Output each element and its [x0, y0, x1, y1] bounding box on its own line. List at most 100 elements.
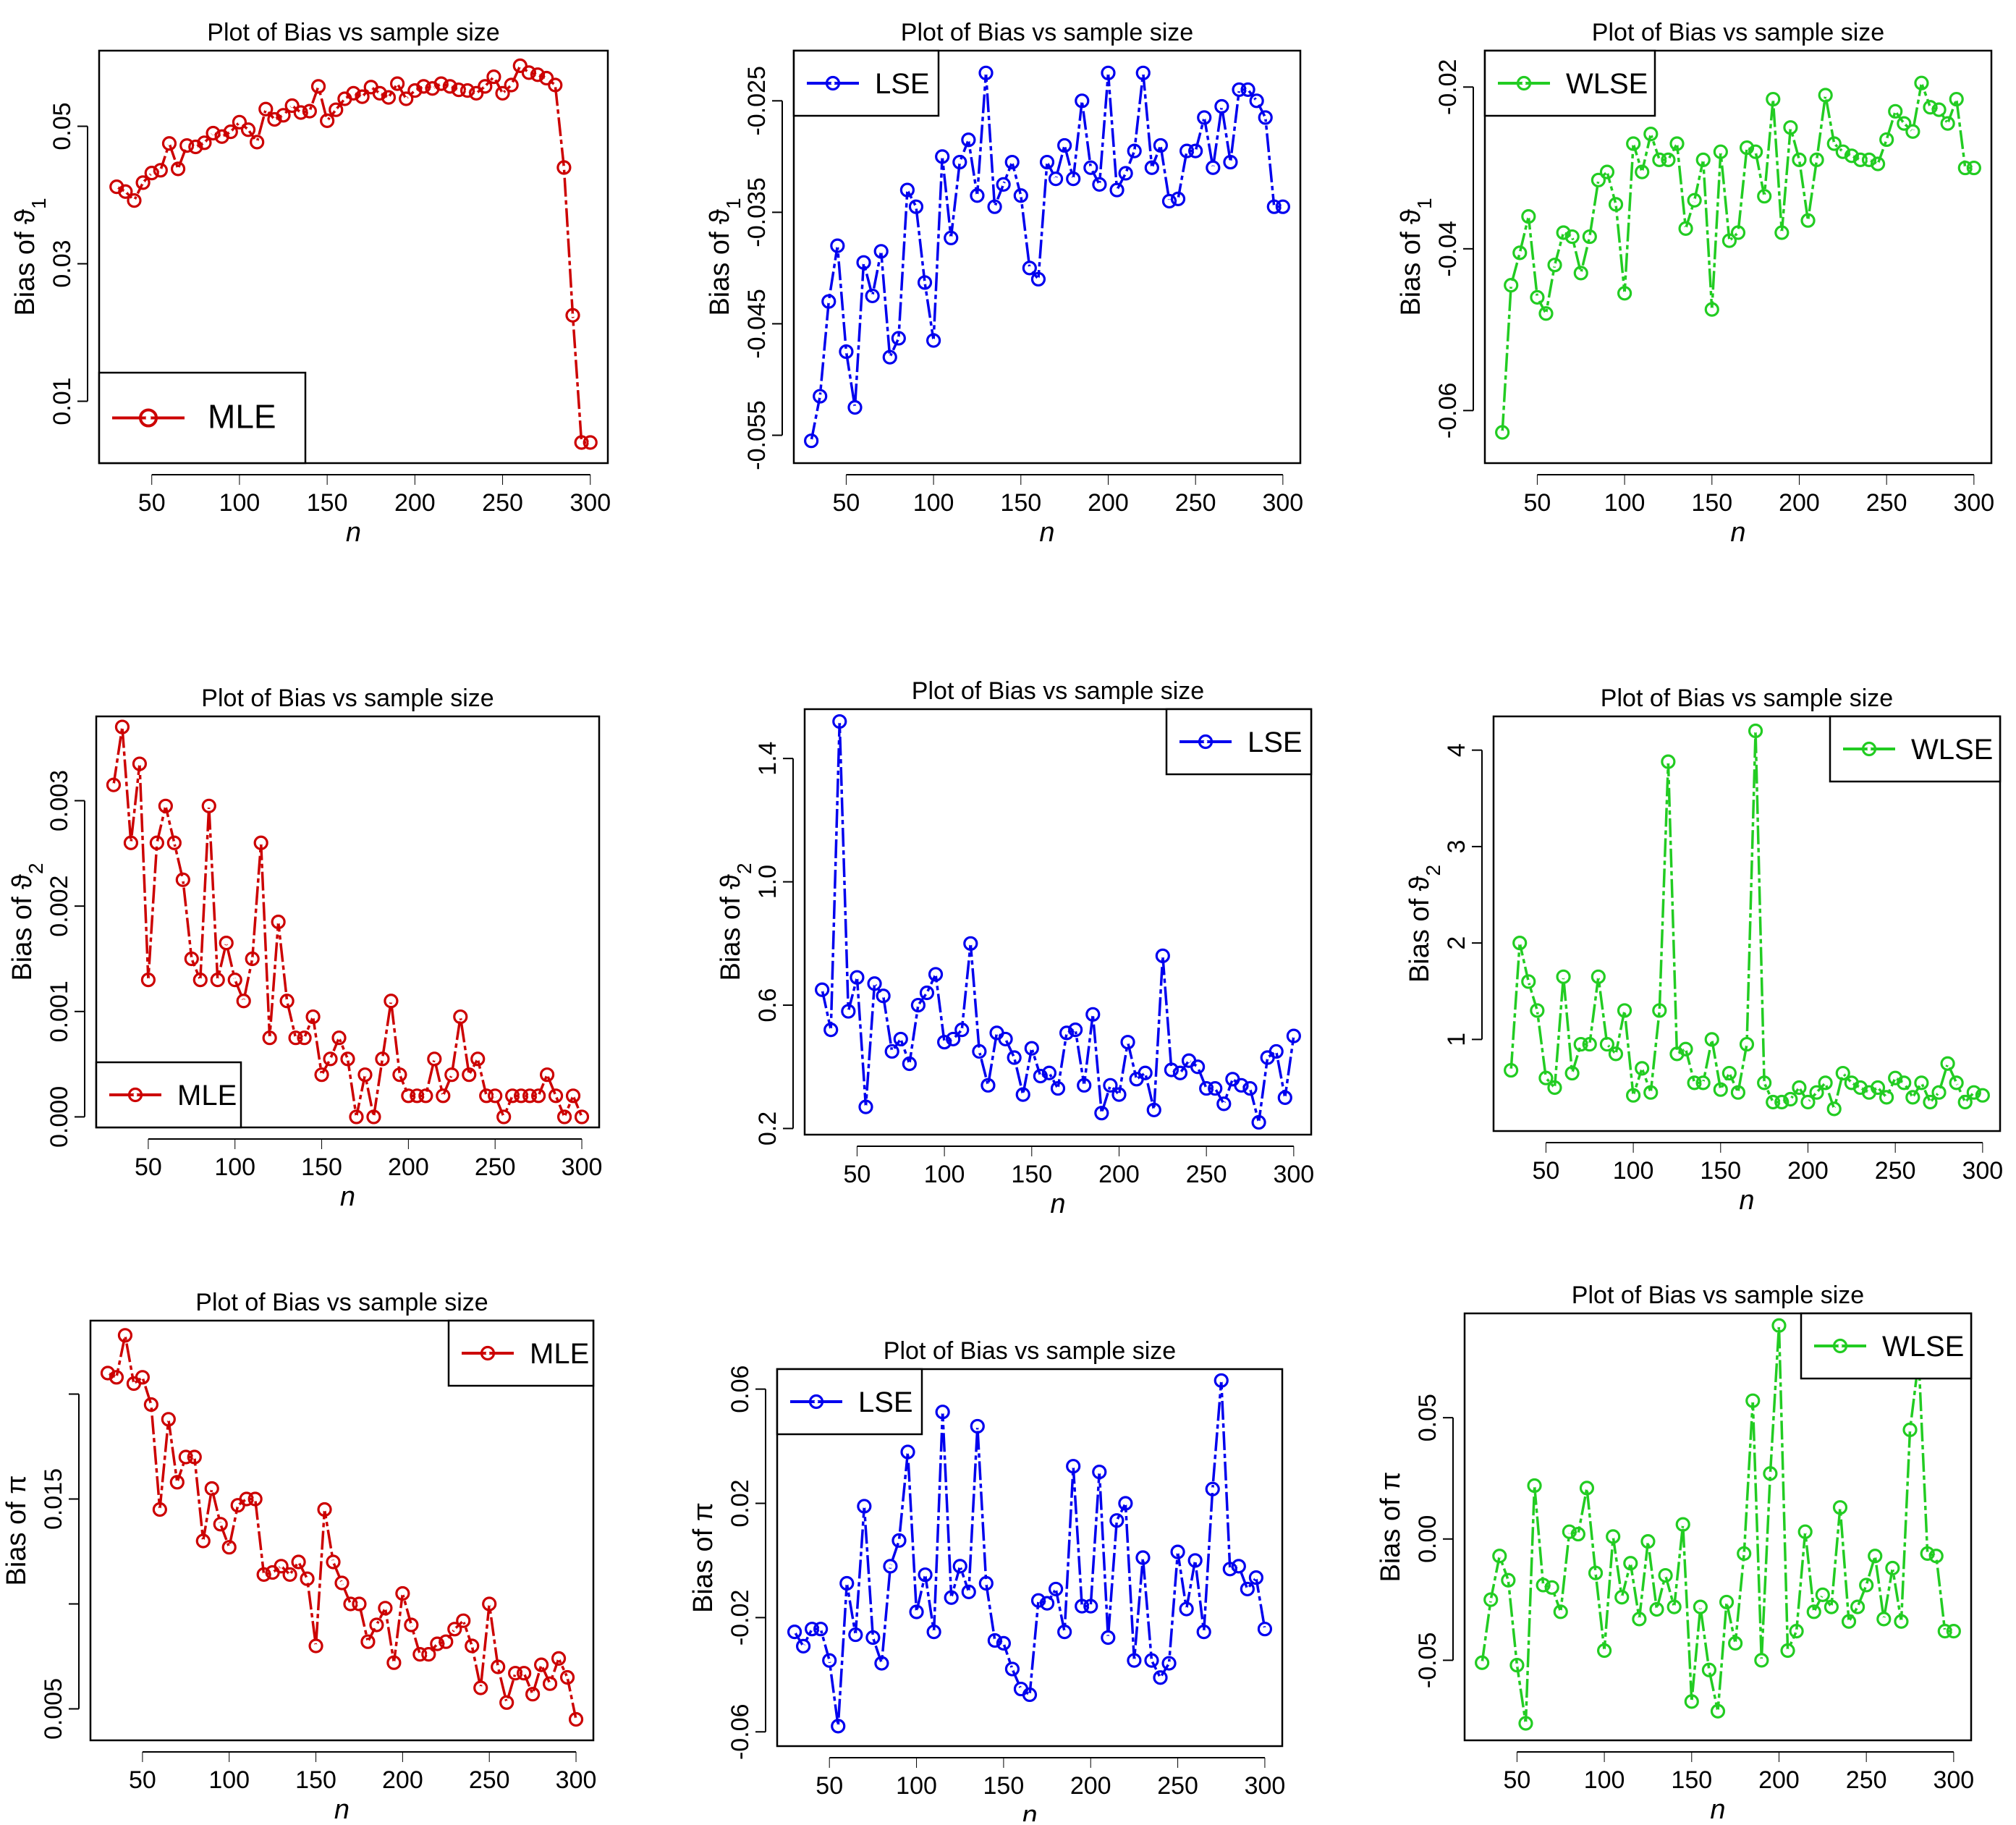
- chart-title: Plot of Bias vs sample size: [195, 1289, 488, 1316]
- x-tick-label: 300: [1245, 1772, 1286, 1800]
- data-point: [1876, 1612, 1892, 1627]
- data-point-center: [467, 1072, 471, 1077]
- plot-frame: [1492, 715, 2002, 1132]
- data-point: [1138, 1065, 1153, 1080]
- data-point: [433, 76, 449, 91]
- x-tick-label: 150: [983, 1772, 1025, 1800]
- data-point-center: [172, 841, 177, 845]
- data-point-center: [1759, 1658, 1763, 1662]
- data-point: [1501, 1572, 1516, 1588]
- data-point: [1022, 261, 1037, 276]
- series-line: [821, 720, 1295, 1124]
- data-point: [175, 872, 190, 887]
- data-point-center: [137, 762, 142, 766]
- data-point: [418, 1088, 433, 1104]
- data-point: [161, 136, 177, 151]
- data-point-center: [1054, 177, 1058, 181]
- data-point: [329, 102, 344, 117]
- data-point: [848, 1627, 863, 1643]
- data-point: [893, 1031, 908, 1047]
- data-point: [1623, 1556, 1638, 1571]
- data-point: [998, 1031, 1013, 1047]
- data-point: [1277, 1090, 1292, 1105]
- data-point: [479, 1088, 494, 1104]
- data-point: [1923, 1094, 1938, 1110]
- data-point-center: [1080, 98, 1084, 103]
- x-tick-label: 250: [1846, 1766, 1887, 1794]
- data-point: [1573, 1036, 1588, 1052]
- data-point: [1179, 143, 1195, 158]
- data-point-center: [986, 1083, 990, 1088]
- data-point: [1687, 1075, 1702, 1091]
- data-point-center: [308, 109, 312, 114]
- data-point-center: [1213, 1086, 1217, 1091]
- data-point: [865, 1630, 881, 1646]
- data-point-center: [1893, 109, 1897, 114]
- data-point-center: [1710, 308, 1714, 312]
- data-point-center: [1161, 954, 1165, 958]
- legend: WLSE: [1800, 1312, 1973, 1380]
- data-point-center: [185, 143, 189, 148]
- data-point: [1199, 1080, 1214, 1096]
- data-point-center: [365, 1640, 370, 1644]
- data-point-center: [1550, 1585, 1554, 1590]
- data-point-center: [818, 394, 822, 399]
- data-point-center: [527, 70, 531, 75]
- data-point: [401, 1088, 416, 1104]
- data-point-center: [1622, 1008, 1627, 1012]
- x-axis-label: n: [1039, 517, 1054, 548]
- data-point-center: [906, 1449, 910, 1454]
- data-point: [1030, 271, 1046, 287]
- legend: WLSE: [1483, 49, 1656, 117]
- data-point-center: [146, 978, 151, 982]
- legend-marker: [1861, 741, 1877, 757]
- data-point: [876, 988, 891, 1004]
- data-point: [288, 1030, 303, 1046]
- data-point: [937, 1035, 952, 1050]
- data-point: [465, 1638, 480, 1653]
- data-point-center: [1237, 88, 1242, 92]
- data-point: [804, 433, 819, 449]
- data-point: [1701, 1662, 1717, 1677]
- data-point-center: [423, 1093, 428, 1098]
- data-point: [926, 333, 941, 348]
- data-point-center: [1028, 1693, 1032, 1697]
- data-point: [1039, 154, 1055, 170]
- data-point-center: [1736, 230, 1740, 234]
- data-point-center: [1786, 1648, 1790, 1653]
- data-point-center: [1919, 81, 1923, 85]
- data-point-center: [993, 1638, 997, 1643]
- data-point-center: [1805, 1100, 1810, 1104]
- y-axis-label-symbol: ϑ: [1405, 876, 1435, 891]
- x-tick-label: 50: [138, 489, 166, 517]
- data-point: [232, 114, 247, 130]
- data-point: [1832, 1500, 1848, 1515]
- data-point-center: [418, 1652, 422, 1656]
- data-point: [1118, 166, 1133, 181]
- data-point: [439, 1634, 454, 1649]
- data-point-center: [1838, 1505, 1842, 1509]
- data-point: [1745, 1393, 1761, 1408]
- x-axis-label: n: [346, 517, 361, 548]
- data-point: [1083, 160, 1098, 175]
- data-point-center: [487, 1602, 491, 1606]
- data-point-center: [1038, 1074, 1043, 1078]
- data-point-center: [1167, 199, 1172, 203]
- data-point: [1661, 152, 1676, 167]
- data-point-center: [504, 1701, 509, 1705]
- data-point: [114, 719, 130, 734]
- data-point-center: [1562, 975, 1566, 979]
- data-point-center: [340, 1581, 344, 1585]
- data-point: [1678, 221, 1693, 236]
- data-point-center: [193, 145, 198, 149]
- data-point-center: [1064, 1030, 1069, 1035]
- data-point: [1632, 1612, 1647, 1627]
- data-point: [1710, 1703, 1726, 1719]
- data-point-center: [1178, 1071, 1182, 1075]
- data-point: [1678, 1041, 1693, 1057]
- data-point-center: [1742, 1551, 1746, 1556]
- y-axis-label: Bias of ϑ2: [7, 863, 47, 981]
- data-point-center: [1062, 143, 1067, 148]
- data-point-center: [1707, 1668, 1711, 1672]
- data-point-center: [530, 1692, 535, 1696]
